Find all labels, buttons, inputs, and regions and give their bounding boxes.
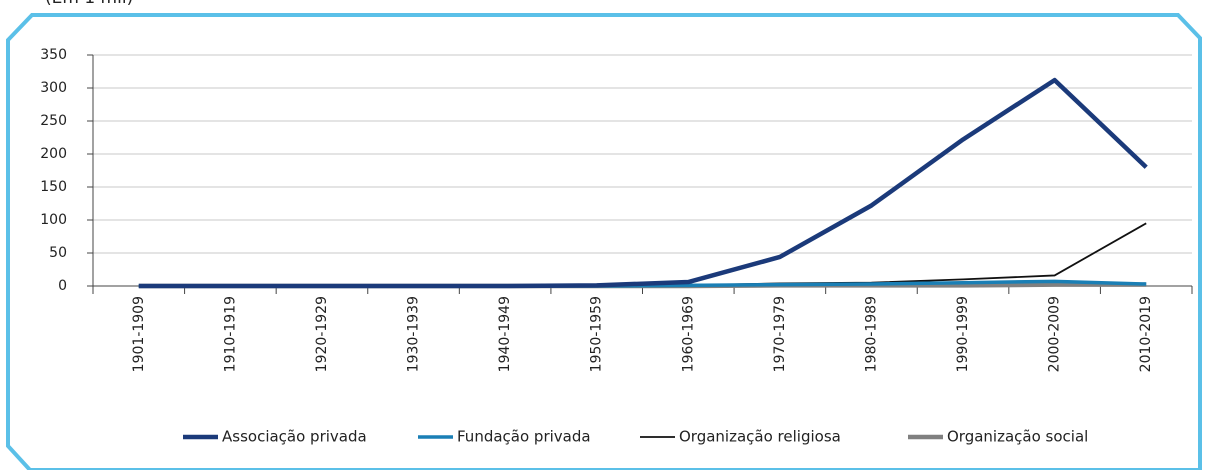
- y-tick-label: 100: [40, 212, 67, 228]
- y-tick-label: 250: [40, 113, 67, 129]
- legend-label: Associação privada: [222, 428, 367, 446]
- legend-label: Organização religiosa: [679, 428, 841, 446]
- legend-label: Organização social: [947, 428, 1088, 446]
- series-line: [138, 77, 1148, 289]
- x-tick-label: 1940-1949: [497, 296, 513, 372]
- x-tick-label: 1970-1979: [772, 296, 788, 372]
- x-tick-label: 2010-2019: [1138, 296, 1154, 372]
- y-tick-label: 50: [49, 245, 67, 261]
- legend-label: Fundação privada: [457, 428, 591, 446]
- x-tick-label: 1920-1929: [314, 296, 330, 372]
- y-tick-label: 300: [40, 80, 67, 96]
- y-tick-label: 200: [40, 146, 67, 162]
- x-tick-label: 1950-1959: [589, 296, 605, 372]
- x-tick-label: 1980-1989: [863, 296, 879, 372]
- y-tick-label: 0: [58, 278, 67, 294]
- frame: [6, 13, 1202, 470]
- chart-subtitle: (Em 1 mil): [45, 0, 133, 8]
- x-tick-label: 1910-1919: [222, 296, 238, 372]
- x-tick-label: 1901-1909: [131, 296, 147, 372]
- x-tick-label: 1960-1969: [680, 296, 696, 372]
- series-line: [138, 222, 1147, 287]
- x-tick-label: 1930-1939: [406, 296, 422, 372]
- x-tick-label: 2000-2009: [1047, 296, 1063, 372]
- x-tick-label: 1990-1999: [955, 296, 971, 372]
- y-tick-label: 350: [40, 47, 67, 63]
- y-tick-label: 150: [40, 179, 67, 195]
